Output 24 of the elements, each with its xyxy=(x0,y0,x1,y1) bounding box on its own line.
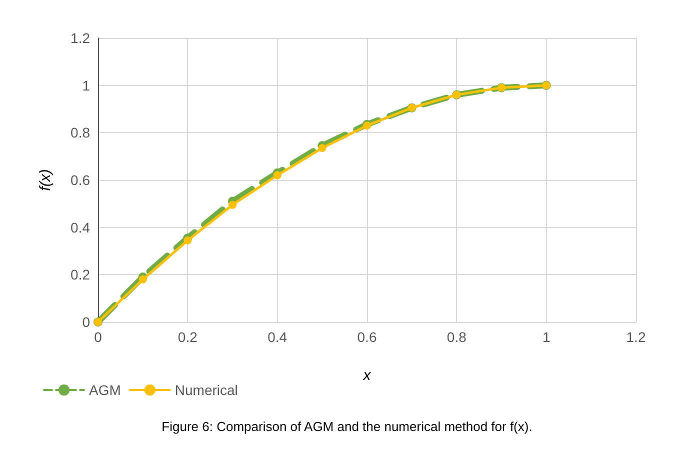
y-tick-label: 1.2 xyxy=(70,30,90,46)
text: Figure 6: Comparison of AGM and the numerical method for f(x). xyxy=(162,419,532,434)
x-tick-label: 0.8 xyxy=(446,329,467,345)
x-tick-label: 1 xyxy=(542,329,550,345)
y-tick-label: 1 xyxy=(82,77,90,94)
y-tick-label: 0.2 xyxy=(70,266,90,283)
point xyxy=(184,236,192,244)
point xyxy=(318,144,326,152)
x-tick-label: 0 xyxy=(94,329,102,345)
y-axis-title: f(x) xyxy=(37,169,54,191)
y-tick-label: 0.6 xyxy=(70,172,90,188)
point xyxy=(273,171,282,180)
x-tick-label: 0.4 xyxy=(268,329,288,345)
point xyxy=(228,200,236,209)
y-tick-label: 0.8 xyxy=(70,124,90,141)
x-tick-label: 0.6 xyxy=(357,329,377,345)
legend-label: Numerical xyxy=(174,382,238,398)
x-tick-label: 1.2 xyxy=(626,329,646,345)
x-axis-title: x xyxy=(362,367,372,384)
legend-label: AGM xyxy=(89,382,121,398)
point xyxy=(138,275,147,284)
y-tick-label: 0.4 xyxy=(70,219,90,236)
y-tick-label: 0 xyxy=(82,314,90,330)
x-tick-label: 0.2 xyxy=(178,329,198,345)
